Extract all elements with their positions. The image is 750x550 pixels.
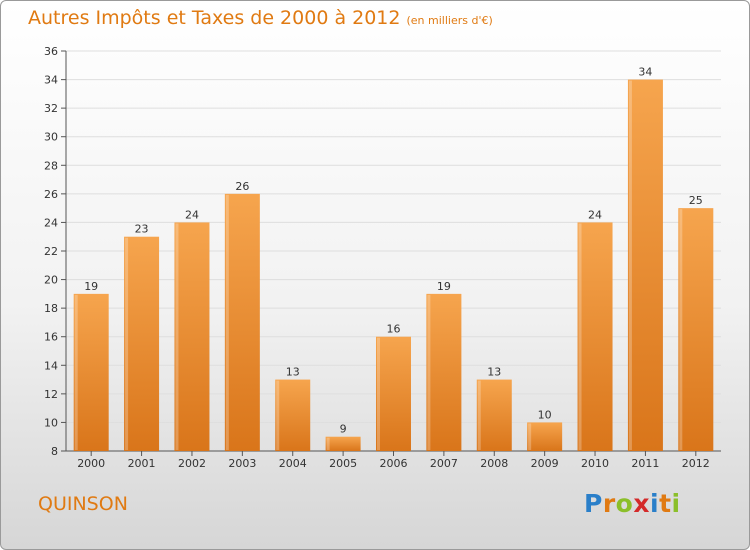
bar <box>275 379 311 451</box>
bar <box>376 336 411 451</box>
logo-letter: i <box>650 489 660 518</box>
chart-subtitle: (en milliers d'€) <box>406 14 493 27</box>
y-tick-label: 28 <box>44 159 58 172</box>
logo-letter: i <box>671 489 681 518</box>
y-tick-label: 26 <box>44 188 58 201</box>
logo-letter: o <box>615 489 634 518</box>
bar <box>476 379 512 451</box>
x-tick-label: 2011 <box>631 457 659 470</box>
bar <box>124 236 160 451</box>
bar-highlight <box>175 223 179 450</box>
bar-highlight <box>276 380 280 450</box>
y-tick-label: 34 <box>44 74 58 87</box>
logo-letter: x <box>633 489 650 518</box>
bar-highlight <box>628 80 632 451</box>
x-tick-label: 2001 <box>128 457 156 470</box>
y-tick-label: 24 <box>44 216 58 229</box>
y-tick-label: 22 <box>44 245 58 258</box>
bar <box>678 208 714 451</box>
chart-title: Autres Impôts et Taxes de 2000 à 2012 <box>28 7 401 29</box>
data-label: 9 <box>340 423 347 436</box>
y-tick-label: 18 <box>44 302 58 315</box>
data-labels: 19 23 24 26 13 9 16 19 13 10 24 34 25 <box>84 66 703 436</box>
bar <box>325 436 361 451</box>
bar-highlight <box>225 194 229 450</box>
y-tick-label: 32 <box>44 102 58 115</box>
x-tick-label: 2007 <box>430 457 458 470</box>
bar <box>224 193 260 451</box>
x-tick-label: 2006 <box>380 457 408 470</box>
data-label: 25 <box>689 194 703 207</box>
x-tick-label: 2010 <box>581 457 609 470</box>
data-label: 19 <box>84 280 98 293</box>
x-tick-label: 2008 <box>480 457 508 470</box>
data-label: 24 <box>185 208 199 221</box>
logo-letter: r <box>602 489 616 518</box>
bar-highlight <box>326 437 330 450</box>
bar <box>527 422 563 451</box>
data-label: 19 <box>437 280 451 293</box>
data-label: 10 <box>538 408 552 421</box>
bar-highlight <box>377 337 380 450</box>
y-tick-label: 20 <box>44 274 58 287</box>
data-label: 24 <box>588 208 602 221</box>
y-tick-label: 12 <box>44 388 58 401</box>
y-tick-labels: 8 10 12 14 16 18 20 22 24 26 28 30 32 34 36 <box>44 45 58 458</box>
y-tick-label: 36 <box>44 45 58 58</box>
data-label: 26 <box>235 180 249 193</box>
y-tick-label: 8 <box>51 445 58 458</box>
data-label: 16 <box>387 323 401 336</box>
bar-highlight <box>679 209 683 450</box>
y-tick-label: 10 <box>44 416 58 429</box>
bar-highlight <box>427 294 431 450</box>
x-tick-label: 2003 <box>228 457 256 470</box>
logo-letter: P <box>584 489 603 518</box>
bar-highlight <box>477 380 481 450</box>
x-tick-label: 2004 <box>279 457 307 470</box>
chart-title-block: Autres Impôts et Taxes de 2000 à 2012 (en… <box>28 7 493 29</box>
x-tick-label: 2000 <box>77 457 105 470</box>
proxiti-logo: Proxiti <box>584 489 681 518</box>
bar-highlight <box>528 423 532 450</box>
bar <box>577 222 613 451</box>
bar <box>73 293 109 451</box>
x-tick-label: 2002 <box>178 457 206 470</box>
bars <box>73 79 714 452</box>
x-tick-label: 2012 <box>682 457 710 470</box>
commune-name: QUINSON <box>38 493 128 515</box>
bar <box>174 222 210 451</box>
data-label: 13 <box>487 366 501 379</box>
x-tick-labels: 2000 2001 2002 2003 2004 2005 2006 2007 2008 2009… <box>77 457 710 470</box>
bar-highlight <box>125 237 129 450</box>
x-tick-label: 2009 <box>531 457 559 470</box>
bar-highlight <box>74 294 78 450</box>
data-label: 23 <box>135 223 149 236</box>
data-label: 34 <box>638 66 652 79</box>
y-tick-label: 30 <box>44 131 58 144</box>
logo-letter: t <box>659 489 672 518</box>
y-tick-label: 16 <box>44 331 58 344</box>
bar-highlight <box>578 223 582 450</box>
bar <box>426 293 462 451</box>
x-tick-label: 2005 <box>329 457 357 470</box>
y-tick-label: 14 <box>44 359 58 372</box>
data-label: 13 <box>286 366 300 379</box>
bar <box>627 79 663 452</box>
